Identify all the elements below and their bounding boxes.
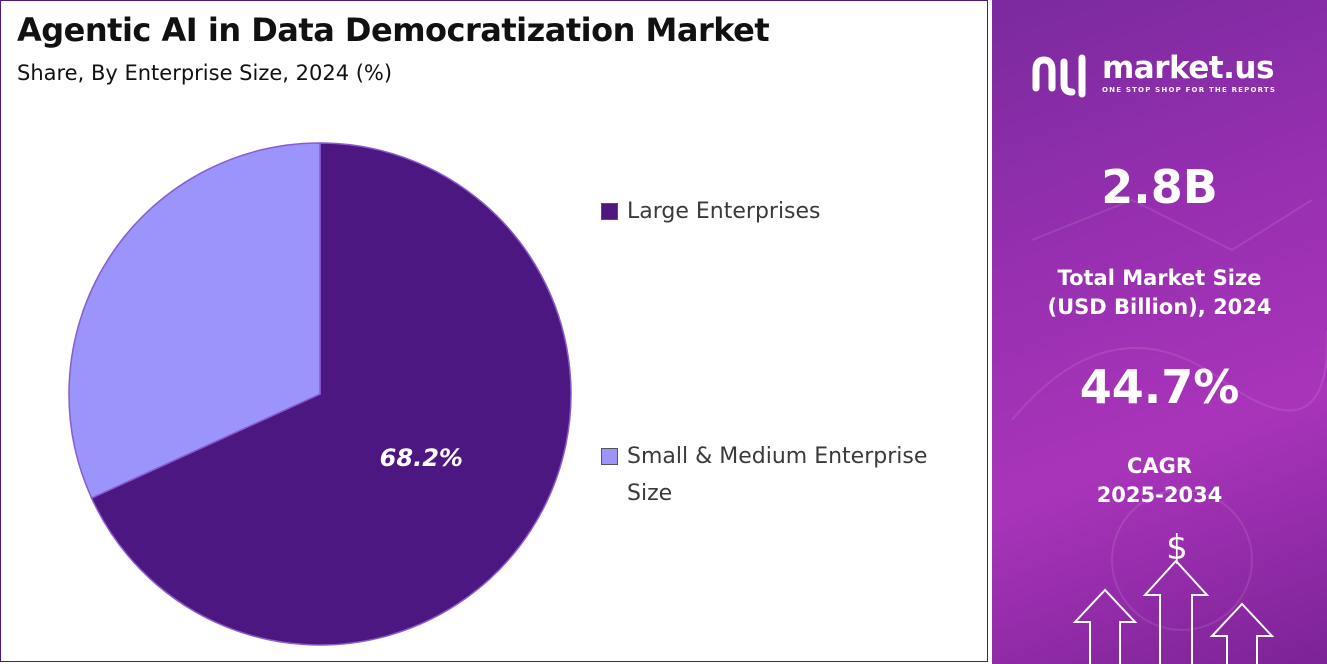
background-decoration — [1011, 198, 1327, 664]
brand-name: market.us — [1102, 50, 1274, 86]
legend-label-sme-line2: Size — [627, 481, 673, 506]
legend-label-sme: Small & Medium Enterprise Size — [627, 438, 927, 512]
cagr-label-line2: 2025-2034 — [1096, 483, 1223, 507]
chart-panel: Agentic AI in Data Democratization Marke… — [0, 0, 988, 662]
dollar-icon: $ — [1166, 528, 1188, 568]
cagr-label: CAGR 2025-2034 — [992, 452, 1327, 510]
legend-item-large-enterprises[interactable]: Large Enterprises — [601, 193, 821, 230]
pie-slice-sme[interactable] — [68, 142, 321, 500]
chart-subtitle: Share, By Enterprise Size, 2024 (%) — [17, 61, 393, 85]
info-panel: market.us ONE STOP SHOP FOR THE REPORTS … — [992, 0, 1327, 664]
brand-tagline: ONE STOP SHOP FOR THE REPORTS — [1102, 86, 1277, 94]
cagr-value: 44.7% — [1079, 360, 1240, 414]
brand-logo[interactable]: market.us ONE STOP SHOP FOR THE REPORTS — [1030, 48, 1276, 98]
pie-slice-large-enterprises[interactable] — [90, 142, 572, 646]
legend-swatch-large-enterprises — [601, 203, 618, 220]
legend-label-large-enterprises: Large Enterprises — [627, 199, 821, 224]
market-size-label: Total Market Size (USD Billion), 2024 — [992, 264, 1327, 322]
legend-item-sme[interactable]: Small & Medium Enterprise Size — [601, 438, 927, 512]
chart-title: Agentic AI in Data Democratization Marke… — [17, 11, 770, 49]
market-size-value: 2.8B — [1101, 160, 1218, 214]
arrows-icon — [1072, 559, 1275, 664]
legend-label-sme-line1: Small & Medium Enterprise — [627, 444, 928, 469]
market-size-label-line2: (USD Billion), 2024 — [1047, 295, 1272, 319]
pie-data-label-0: 68.2% — [380, 444, 463, 472]
market-size-label-line1: Total Market Size — [1057, 266, 1262, 290]
legend-swatch-sme — [601, 448, 618, 465]
pie-chart: 68.2% — [68, 142, 572, 646]
market-us-logo-icon — [1032, 54, 1086, 98]
cagr-label-line1: CAGR — [1126, 454, 1193, 478]
